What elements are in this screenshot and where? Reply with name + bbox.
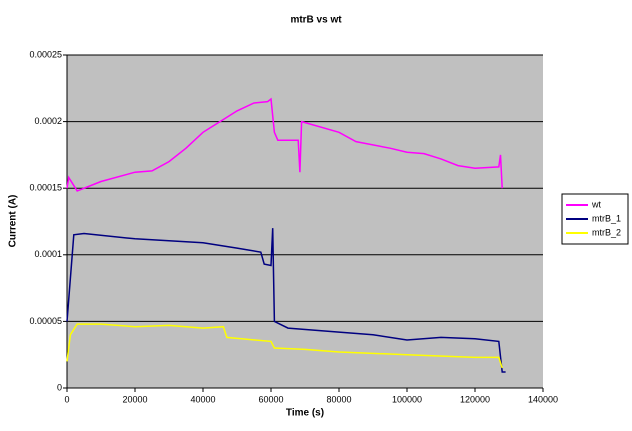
legend-label: wt (591, 199, 601, 209)
y-tick-label: 0.0002 (34, 116, 62, 126)
y-tick-label: 0.00005 (29, 316, 62, 326)
y-tick-label: 0.0001 (34, 249, 62, 259)
series-line (66, 323, 503, 369)
x-tick-label: 120000 (460, 394, 490, 404)
y-tick-label: 0.00015 (29, 183, 62, 193)
x-tick-label: 60000 (258, 394, 283, 404)
x-axis-label: Time (s) (286, 408, 324, 419)
series-line (66, 97, 503, 192)
x-tick-label: 140000 (528, 394, 558, 404)
chart-title: mtrB vs wt (290, 15, 342, 26)
legend-label: mtrB_1 (592, 213, 621, 223)
legend-label: mtrB_2 (592, 227, 621, 237)
y-axis-label: Current (A) (8, 195, 19, 248)
x-tick-label: 40000 (190, 394, 215, 404)
series-line (66, 228, 506, 373)
x-tick-label: 80000 (326, 394, 351, 404)
x-tick-label: 100000 (392, 394, 422, 404)
y-tick-label: 0 (57, 382, 62, 392)
x-tick-label: 0 (64, 394, 69, 404)
x-tick-label: 20000 (122, 394, 147, 404)
plot-area (67, 55, 543, 388)
y-tick-label: 0.00025 (29, 49, 62, 59)
